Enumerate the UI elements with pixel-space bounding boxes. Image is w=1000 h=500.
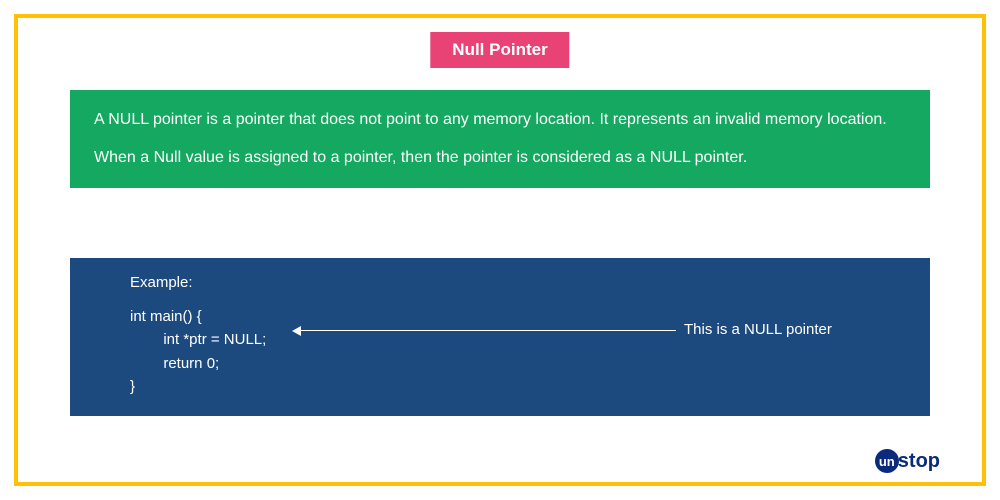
logo-part-1: un — [879, 455, 895, 468]
logo-circle-icon: un — [875, 449, 899, 473]
title-text: Null Pointer — [452, 40, 547, 59]
example-code: int main() { int *ptr = NULL; return 0; … — [130, 305, 906, 398]
annotation-line — [298, 330, 676, 331]
logo-part-2: stop — [898, 451, 940, 471]
description-panel: A NULL pointer is a pointer that does no… — [70, 90, 930, 188]
brand-logo: un stop — [875, 447, 940, 475]
title-badge: Null Pointer — [430, 32, 569, 68]
description-para-1: A NULL pointer is a pointer that does no… — [94, 108, 906, 132]
annotation-arrow-icon — [292, 326, 301, 336]
description-para-2: When a Null value is assigned to a point… — [94, 146, 906, 170]
example-label: Example: — [130, 274, 906, 291]
annotation-text: This is a NULL pointer — [684, 321, 832, 338]
